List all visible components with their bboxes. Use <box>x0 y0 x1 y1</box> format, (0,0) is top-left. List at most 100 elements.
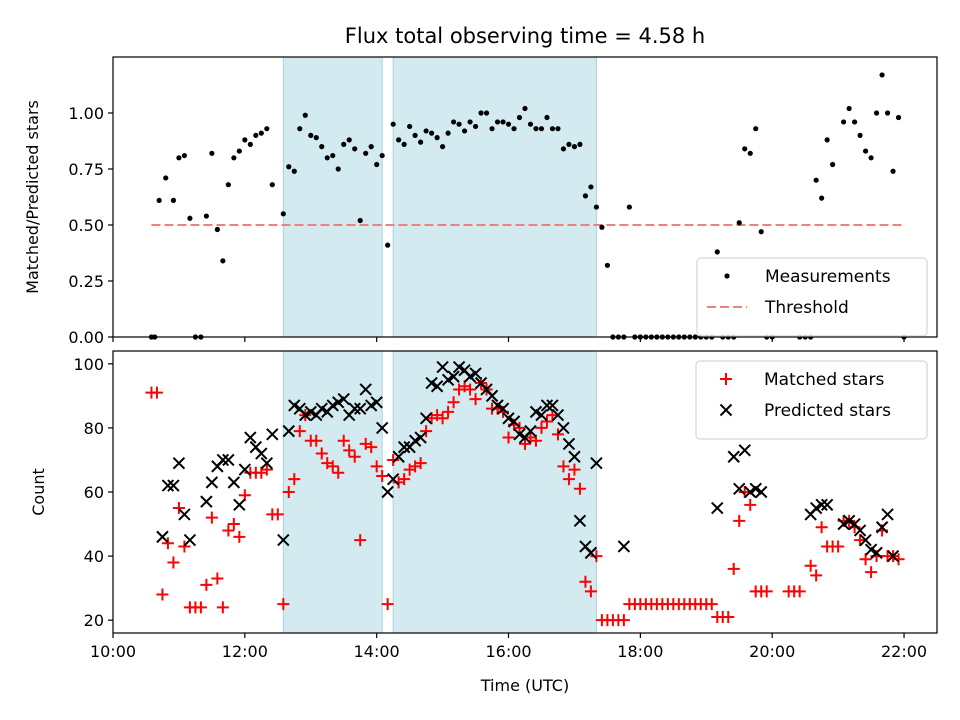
measurement-point <box>626 204 632 210</box>
matched-star-point <box>573 482 586 495</box>
measurement-point <box>297 126 303 132</box>
x-tick-label: 22:00 <box>881 642 927 661</box>
predicted-star-point <box>551 408 565 422</box>
predicted-star-point <box>546 399 559 412</box>
matched-star-point <box>562 473 575 486</box>
matched-star-point <box>529 434 542 447</box>
measurement-point <box>385 242 391 248</box>
predicted-star-point <box>617 540 631 553</box>
measurement-point <box>456 121 462 127</box>
measurement-point <box>308 132 314 138</box>
measurement-point <box>824 137 830 143</box>
bottom-panel: 20 40 60 80 100 10:00 12:00 14:00 16:00 18:00 20:0… <box>29 350 938 695</box>
predicted-star-point <box>386 472 400 486</box>
y-tick-label: 60 <box>84 483 104 502</box>
predicted-star-point <box>233 498 246 512</box>
matched-star-point <box>551 428 564 441</box>
matched-star-point <box>354 534 367 547</box>
measurement-point <box>742 146 748 152</box>
measurement-point <box>319 144 325 150</box>
measurement-point <box>516 114 523 121</box>
matched-star-point <box>859 553 872 566</box>
measurement-point <box>220 258 226 264</box>
predicted-star-point <box>485 389 499 403</box>
measurement-point <box>374 161 380 168</box>
measurement-point <box>830 161 836 168</box>
measurement-point <box>884 110 891 116</box>
predicted-star-point <box>200 495 213 508</box>
measurement-point <box>483 110 490 116</box>
measurement-point <box>231 155 237 161</box>
predicted-star-point <box>227 476 241 489</box>
matched-star-point <box>617 614 630 627</box>
measurement-point <box>857 132 863 138</box>
shaded-interval <box>282 56 383 338</box>
predicted-star-point <box>886 549 900 563</box>
matched-star-point <box>365 441 378 454</box>
matched-star-point <box>376 469 389 482</box>
measurement-point <box>549 126 556 132</box>
matched-star-point <box>744 498 757 511</box>
measurement-point <box>379 152 385 159</box>
predicted-star-point <box>353 402 367 415</box>
measurement-point <box>505 121 512 127</box>
predicted-star-point <box>260 456 274 470</box>
measurement-point <box>450 119 457 125</box>
measurement-point <box>181 152 188 159</box>
measurement-point <box>330 152 336 159</box>
matched-star-point <box>865 566 878 579</box>
y-tick-label: 1.00 <box>68 104 104 123</box>
measurement-point <box>247 141 253 147</box>
matched-star-point <box>502 431 515 444</box>
legend-box <box>696 257 928 337</box>
measurement-point <box>555 126 561 132</box>
measurement-point <box>862 148 869 154</box>
measurement-point <box>538 126 545 132</box>
predicted-star-point <box>255 447 268 460</box>
measurement-point <box>841 119 847 125</box>
legend: Measurements Threshold <box>696 257 928 337</box>
predicted-star-point <box>507 415 521 428</box>
matched-star-point <box>288 473 301 486</box>
matched-star-point <box>150 386 163 399</box>
measurement-point <box>494 119 501 125</box>
measurement-point <box>423 128 429 134</box>
matched-star-point <box>420 425 433 438</box>
matched-star-point <box>172 502 185 515</box>
matched-star-point <box>738 486 751 498</box>
measurement-point <box>396 137 402 143</box>
y-tick-label: 0.25 <box>68 272 104 291</box>
predicted-star-point <box>540 399 554 412</box>
measurement-point <box>269 182 275 188</box>
matched-star-point <box>513 421 526 434</box>
matched-star-point <box>387 453 400 466</box>
measurement-point <box>434 135 440 141</box>
measurement-point <box>280 211 286 217</box>
measurement-point <box>879 72 885 78</box>
predicted-star-point <box>436 360 449 374</box>
matched-star-point <box>568 463 581 476</box>
matched-star-point <box>519 437 531 450</box>
measurement-point <box>187 215 193 221</box>
legend-label: Measurements <box>765 267 891 287</box>
measurement-point <box>478 110 484 116</box>
measurement-point <box>214 226 220 233</box>
measurement-point <box>429 130 435 136</box>
measurement-point <box>203 213 209 219</box>
predicted-star-point <box>496 402 510 415</box>
y-tick-label: 40 <box>84 547 104 566</box>
matched-star-point <box>854 534 867 547</box>
predicted-star-point <box>397 440 411 454</box>
measurement-point <box>352 146 358 152</box>
measurement-point <box>357 217 363 224</box>
predicted-star-point <box>469 367 482 380</box>
y-tick-label: 0.75 <box>68 160 104 179</box>
chart-title: Flux total observing time = 4.58 h <box>345 24 705 48</box>
matched-star-point <box>722 610 735 623</box>
predicted-star-point <box>172 456 186 470</box>
matched-star-point <box>315 447 328 460</box>
measurement-point <box>522 105 528 112</box>
matched-star-point <box>271 508 284 521</box>
predicted-star-point <box>820 498 834 512</box>
